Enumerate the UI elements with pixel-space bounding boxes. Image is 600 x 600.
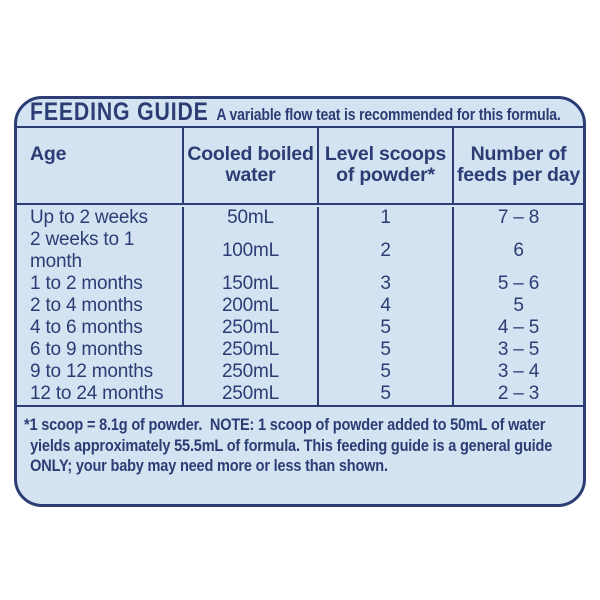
cell-scoops: 5 [317,317,452,339]
cell-feeds: 7 – 8 [452,207,583,229]
cell-scoops: 5 [317,361,452,383]
footnote-line: *1 scoop = 8.1g of powder. NOTE: 1 scoop… [24,416,546,434]
cell-feeds: 4 – 5 [452,317,583,339]
header-label: Number of [470,143,567,165]
guide-subtitle: A variable flow teat is recommended for … [216,106,561,124]
header-label: water [225,164,276,186]
cell-water: 250mL [182,383,317,405]
footnote: *1 scoop = 8.1g of powder. NOTE: 1 scoop… [17,407,583,504]
cell-feeds: 5 – 6 [452,273,583,295]
footnote-line: ONLY; your baby may need more or less th… [30,457,388,475]
feeding-guide-card: FEEDING GUIDE A variable flow teat is re… [14,96,586,507]
table-row: 2 to 4 months 200mL 4 5 [17,295,583,317]
cell-scoops: 5 [317,339,452,361]
cell-age: 12 to 24 months [30,383,164,404]
table-row: 2 weeks to 1 month 100mL 2 6 [17,229,583,273]
header-label: Cooled boiled [187,143,314,165]
cell-feeds: 6 [452,229,583,273]
header-label: of powder* [336,164,435,186]
header-cell-feeds: Number of feeds per day [452,128,583,203]
cell-age: 4 to 6 months [30,317,143,338]
cell-scoops: 1 [317,207,452,229]
cell-scoops: 5 [317,383,452,405]
header-label: feeds per day [456,164,581,186]
cell-feeds: 5 [452,295,583,317]
cell-feeds: 3 – 5 [452,339,583,361]
cell-scoops: 3 [317,273,452,295]
table-row: 1 to 2 months 150mL 3 5 – 6 [17,273,583,295]
footnote-line: yields approximately 55.5mL of formula. … [30,436,553,455]
cell-age: Up to 2 weeks [30,207,148,228]
cell-scoops: 2 [317,229,452,273]
header-cell-water: Cooled boiled water [182,128,317,203]
cell-age: 6 to 9 months [30,339,143,360]
cell-age: 1 to 2 months [30,273,143,294]
table-row: 9 to 12 months 250mL 5 3 – 4 [17,361,583,383]
cell-water: 50mL [182,207,317,229]
header-label: Age [30,143,67,165]
cell-scoops: 4 [317,295,452,317]
cell-water: 200mL [182,295,317,317]
header-cell-scoops: Level scoops of powder* [317,128,452,203]
cell-age: 2 to 4 months [30,295,143,316]
cell-water: 250mL [182,317,317,339]
title-bar: FEEDING GUIDE A variable flow teat is re… [17,99,583,128]
title-inner: FEEDING GUIDE A variable flow teat is re… [30,99,561,126]
header-label: Level scoops [324,143,447,165]
cell-water: 250mL [182,339,317,361]
cell-feeds: 2 – 3 [452,383,583,405]
cell-water: 150mL [182,273,317,295]
table-row: Up to 2 weeks 50mL 1 7 – 8 [17,207,583,229]
cell-age: 2 weeks to 1 month [30,229,135,272]
table-row: 6 to 9 months 250mL 5 3 – 5 [17,339,583,361]
table-row: 12 to 24 months 250mL 5 2 – 3 [17,383,583,405]
guide-title: FEEDING GUIDE [30,99,209,126]
cell-water: 100mL [182,229,317,273]
footnote-text: *1 scoop = 8.1g of powder. NOTE: 1 scoop… [24,415,553,477]
header-cell-age: Age [17,128,182,203]
table-row: 4 to 6 months 250mL 5 4 – 5 [17,317,583,339]
cell-feeds: 3 – 4 [452,361,583,383]
table-body: Up to 2 weeks 50mL 1 7 – 8 2 weeks to 1 … [17,205,583,407]
cell-age: 9 to 12 months [30,361,153,382]
table-header-row: Age Cooled boiled water Level scoops of … [17,128,583,205]
cell-water: 250mL [182,361,317,383]
